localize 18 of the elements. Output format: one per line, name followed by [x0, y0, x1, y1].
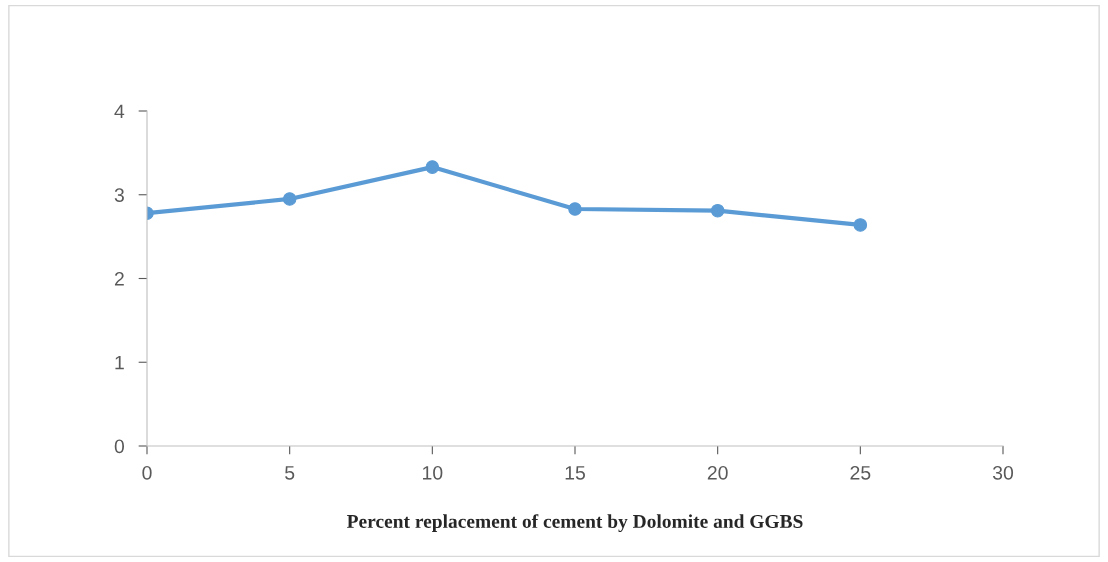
point: [710, 203, 725, 218]
point: [853, 218, 868, 232]
x-tick-label: 20: [707, 465, 728, 480]
x-tick-label: 15: [565, 466, 585, 480]
x-tick-label: 25: [850, 465, 871, 480]
y-tick-label: 4: [114, 104, 125, 119]
x-tick-label: 5: [285, 466, 295, 480]
y-tick-label: 0: [114, 439, 125, 454]
x-tick-label: 0: [142, 465, 152, 480]
x-axis-title: Percent replacement of cement by Dolomite and GGBS: [346, 514, 803, 533]
point: [568, 202, 582, 216]
y-tick-label: 2: [114, 271, 124, 286]
x-tick-label: 10: [423, 465, 443, 480]
point: [425, 160, 440, 174]
y-tick-label: 3: [114, 188, 124, 202]
point: [282, 192, 297, 206]
y-tick-label: 1: [115, 355, 124, 370]
x-tick-label: 30: [992, 465, 1014, 480]
